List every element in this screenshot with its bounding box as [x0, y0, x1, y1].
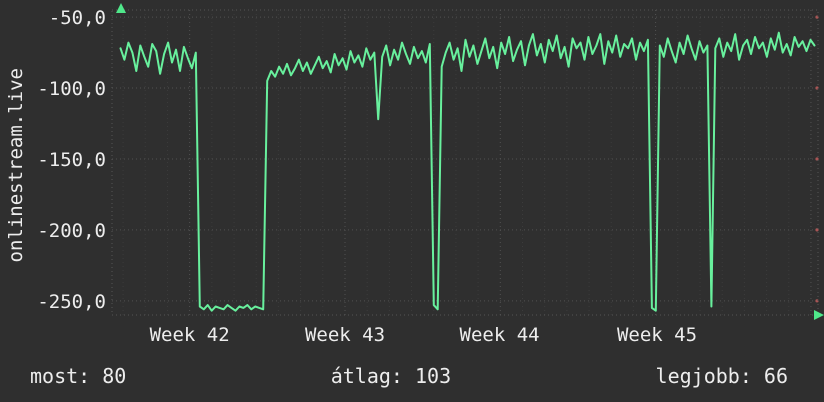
gridline-end-dot	[815, 15, 819, 19]
x-axis-arrow-icon	[814, 310, 824, 320]
x-tick-label: Week 45	[617, 324, 697, 346]
stats-row: most: 80 átlag: 103 legjobb: 66	[0, 362, 824, 390]
y-tick-label: -250,0	[37, 291, 106, 313]
y-tick-label: -150,0	[37, 149, 106, 171]
plot-border	[111, 9, 819, 316]
x-tick-label: Week 44	[460, 324, 540, 346]
x-tick-label: Week 43	[305, 324, 385, 346]
y-tick-label: -200,0	[37, 220, 106, 242]
gridline-end-dot	[815, 228, 819, 232]
stat-legjobb: legjobb: 66	[655, 364, 788, 388]
y-tick-label: -50,0	[49, 7, 106, 29]
stat-most: most: 80	[30, 364, 127, 388]
line-chart: -50,0 -100,0 -150,0 -200,0 -250,0 Week 42 Week…	[37, 3, 824, 346]
gridline-end-dot	[815, 157, 819, 161]
stat-atlag: átlag: 103	[330, 364, 452, 388]
data-series-line	[119, 31, 816, 312]
y-axis-arrow-icon	[116, 3, 126, 13]
x-tick-label: Week 42	[150, 324, 230, 346]
y-tick-label: -100,0	[37, 78, 106, 100]
